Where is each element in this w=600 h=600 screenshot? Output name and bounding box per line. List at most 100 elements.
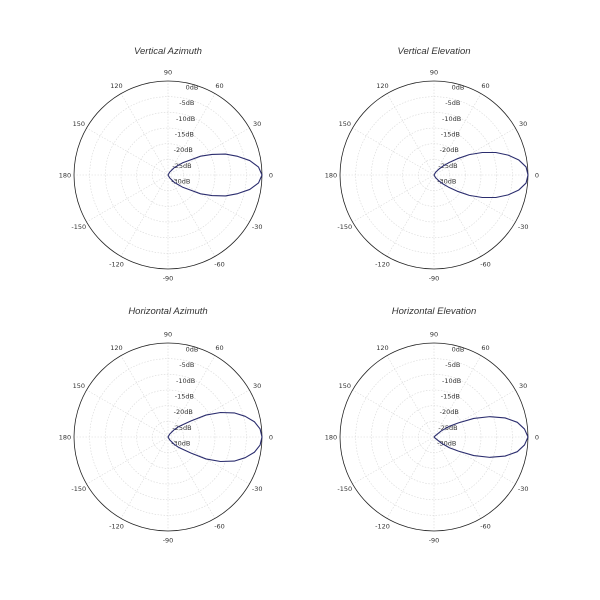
- angle-tick-label: 0: [269, 171, 273, 179]
- grid-spoke: [386, 436, 435, 519]
- angle-tick-label: 150: [339, 382, 351, 390]
- grid-spoke: [386, 174, 435, 257]
- polar-chart-1: Vertical Azimuth 0dB -5dB -10dB -15dB -20dB -2…: [59, 46, 273, 282]
- angle-tick-label: -120: [375, 523, 390, 531]
- angle-tick-label: 120: [376, 344, 388, 352]
- grid-ring: [120, 127, 216, 223]
- grid-spoke: [433, 174, 516, 223]
- grid-spoke: [167, 436, 250, 485]
- grid-spoke: [352, 174, 435, 223]
- pattern-series-line: [433, 416, 529, 458]
- angle-tick-label: 90: [430, 330, 438, 338]
- angle-tick-label: 30: [253, 120, 261, 128]
- angle-tick-label: -60: [480, 261, 491, 269]
- grid-spoke: [86, 436, 169, 485]
- grid-spoke: [386, 93, 435, 176]
- grid-spoke: [167, 355, 216, 438]
- radial-tick-label: -20dB: [440, 146, 459, 154]
- polar-chart-3: Horizontal Azimuth 0dB -5dB -10dB -15dB -20dB…: [59, 306, 273, 544]
- angle-tick-label: 30: [519, 120, 527, 128]
- grid-spoke: [86, 127, 169, 176]
- grid-ring: [371, 374, 497, 500]
- angle-tick-label: -60: [480, 523, 491, 531]
- radial-tick-label: 0dB: [452, 346, 465, 354]
- angle-tick-label: -90: [429, 536, 440, 544]
- angle-tick-label: 180: [325, 433, 337, 441]
- grid-ring: [120, 389, 216, 485]
- angle-tick-label: -30: [518, 223, 529, 231]
- angle-tick-label: 150: [339, 120, 351, 128]
- angle-tick-label: 0: [535, 433, 539, 441]
- angle-tick-label: 90: [164, 68, 172, 76]
- pattern-series-line: [167, 411, 263, 463]
- radial-tick-label: -30dB: [437, 178, 456, 186]
- chart-title: Horizontal Azimuth: [128, 306, 207, 317]
- angle-tick-label: -30: [252, 223, 263, 231]
- angle-tick-label: -120: [109, 261, 124, 269]
- chart-title: Vertical Elevation: [397, 46, 470, 57]
- radial-tick-label: -10dB: [176, 377, 195, 385]
- radial-tick-label: -15dB: [441, 393, 460, 401]
- grid-ring: [105, 374, 231, 500]
- chart-title: Vertical Azimuth: [134, 46, 202, 57]
- radial-tick-label: -10dB: [442, 115, 461, 123]
- radial-tick-label: -5dB: [445, 99, 460, 107]
- grid-spoke: [86, 389, 169, 438]
- grid-spoke: [120, 93, 169, 176]
- chart-title: Horizontal Elevation: [392, 306, 477, 317]
- angle-tick-label: -120: [109, 523, 124, 531]
- angle-tick-label: -150: [337, 223, 352, 231]
- grid-spoke: [120, 355, 169, 438]
- grid-spoke: [433, 355, 482, 438]
- pattern-series-line: [433, 151, 529, 199]
- grid-spoke: [167, 389, 250, 438]
- radial-tick-label: -10dB: [442, 377, 461, 385]
- polar-chart-2: Vertical Elevation 0dB -5dB -10dB -15dB -20dB…: [325, 46, 539, 282]
- angle-tick-label: 60: [215, 82, 223, 90]
- grid-spoke: [86, 174, 169, 223]
- angle-tick-label: 120: [110, 82, 122, 90]
- radial-tick-label: -25dB: [172, 162, 191, 170]
- angle-tick-label: 180: [325, 171, 337, 179]
- radial-tick-label: -5dB: [445, 361, 460, 369]
- angle-tick-label: 0: [269, 433, 273, 441]
- grid-spoke: [167, 93, 216, 176]
- grid-spoke: [386, 355, 435, 438]
- angle-tick-label: -150: [71, 223, 86, 231]
- radial-tick-label: -25dB: [172, 424, 191, 432]
- angle-tick-label: 90: [430, 68, 438, 76]
- angle-tick-label: -150: [337, 485, 352, 493]
- angle-tick-label: 180: [59, 171, 71, 179]
- radial-tick-label: -30dB: [171, 440, 190, 448]
- radial-tick-label: -30dB: [437, 440, 456, 448]
- grid-spoke: [167, 174, 216, 257]
- radial-tick-label: -20dB: [174, 146, 193, 154]
- angle-tick-label: 30: [519, 382, 527, 390]
- radial-tick-label: -10dB: [176, 115, 195, 123]
- grid-spoke: [352, 436, 435, 485]
- grid-spoke: [120, 436, 169, 519]
- angle-tick-label: -60: [214, 261, 225, 269]
- grid-spoke: [433, 389, 516, 438]
- angle-tick-label: -90: [429, 274, 440, 282]
- radial-tick-label: -15dB: [175, 131, 194, 139]
- grid-ring: [105, 112, 231, 238]
- angle-tick-label: 90: [164, 330, 172, 338]
- angle-tick-label: -150: [71, 485, 86, 493]
- grid-spoke: [167, 174, 250, 223]
- angle-tick-label: 60: [481, 344, 489, 352]
- angle-tick-label: 150: [73, 120, 85, 128]
- angle-tick-label: 60: [481, 82, 489, 90]
- radial-tick-label: -20dB: [174, 408, 193, 416]
- angle-tick-label: 120: [110, 344, 122, 352]
- grid-spoke: [167, 127, 250, 176]
- grid-spoke: [433, 93, 482, 176]
- grid-spoke: [352, 127, 435, 176]
- grid-spoke: [433, 127, 516, 176]
- grid-spoke: [167, 436, 216, 519]
- angle-tick-label: -120: [375, 261, 390, 269]
- angle-tick-label: 30: [253, 382, 261, 390]
- grid-spoke: [433, 174, 482, 257]
- grid-ring: [386, 127, 482, 223]
